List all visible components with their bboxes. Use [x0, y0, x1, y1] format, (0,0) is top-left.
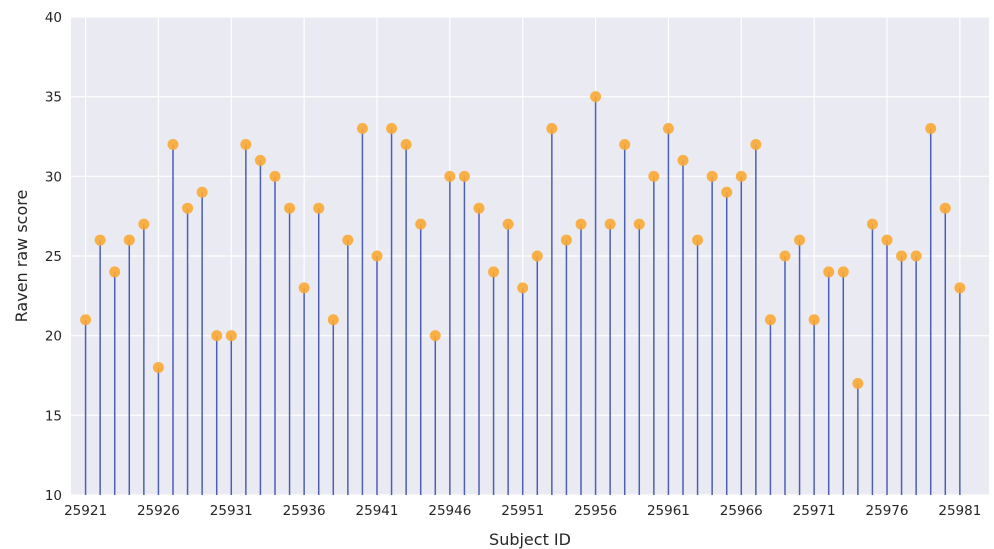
data-point [182, 202, 194, 214]
data-point [721, 186, 733, 198]
x-axis-label: Subject ID [489, 530, 571, 549]
data-point [94, 234, 106, 246]
data-point [677, 154, 689, 166]
data-point [123, 234, 135, 246]
data-point [852, 377, 864, 389]
data-point [400, 138, 412, 150]
data-point [881, 234, 893, 246]
data-point [939, 202, 951, 214]
y-axis-ticks: 10 15 20 25 30 35 40 [45, 10, 62, 504]
data-point [167, 138, 179, 150]
x-tick-label: 25941 [356, 503, 399, 519]
data-point [648, 170, 660, 182]
data-point [371, 250, 383, 262]
data-point [764, 314, 776, 326]
data-point [954, 282, 966, 294]
data-point [896, 250, 908, 262]
markers [80, 91, 966, 389]
y-tick-label: 30 [45, 169, 62, 185]
data-point [546, 123, 558, 135]
data-point [269, 170, 281, 182]
data-point [823, 266, 835, 278]
data-point [152, 362, 164, 374]
y-tick-label: 10 [45, 488, 62, 504]
x-tick-label: 25961 [647, 503, 690, 519]
data-point [590, 91, 602, 103]
data-point [109, 266, 121, 278]
x-tick-label: 25931 [210, 503, 253, 519]
data-point [619, 138, 631, 150]
y-tick-label: 15 [45, 408, 62, 424]
data-point [298, 282, 310, 294]
data-point [560, 234, 572, 246]
x-tick-label: 25936 [283, 503, 326, 519]
data-point [429, 330, 441, 342]
data-point [575, 218, 587, 230]
data-point [808, 314, 820, 326]
data-point [444, 170, 456, 182]
y-tick-label: 35 [45, 90, 62, 106]
data-point [837, 266, 849, 278]
y-tick-label: 20 [45, 329, 62, 345]
data-point [910, 250, 922, 262]
x-tick-label: 25971 [793, 503, 836, 519]
data-point [662, 123, 674, 135]
data-point [633, 218, 645, 230]
x-tick-label: 25951 [501, 503, 544, 519]
data-point [386, 123, 398, 135]
y-tick-label: 40 [45, 10, 62, 26]
data-point [735, 170, 747, 182]
x-tick-label: 25956 [574, 503, 617, 519]
y-axis-label: Raven raw score [12, 190, 31, 323]
data-point [706, 170, 718, 182]
data-point [750, 138, 762, 150]
data-point [138, 218, 150, 230]
data-point [531, 250, 543, 262]
x-tick-label: 25926 [137, 503, 180, 519]
data-point [240, 138, 252, 150]
data-point [313, 202, 325, 214]
data-point [80, 314, 92, 326]
data-point [502, 218, 514, 230]
data-point [284, 202, 296, 214]
data-point [473, 202, 485, 214]
data-point [925, 123, 937, 135]
x-tick-label: 25966 [720, 503, 763, 519]
data-point [458, 170, 470, 182]
x-axis-ticks: 25921 25926 25931 25936 25941 25946 25951 25956… [64, 503, 981, 519]
data-point [692, 234, 704, 246]
data-point [356, 123, 368, 135]
data-point [488, 266, 500, 278]
x-tick-label: 25921 [64, 503, 107, 519]
x-tick-label: 25946 [428, 503, 471, 519]
data-point [327, 314, 339, 326]
x-tick-label: 25981 [938, 503, 981, 519]
data-point [415, 218, 427, 230]
data-point [794, 234, 806, 246]
data-point [254, 154, 266, 166]
data-point [866, 218, 878, 230]
data-point [211, 330, 223, 342]
y-tick-label: 25 [45, 249, 62, 265]
x-tick-label: 25976 [866, 503, 909, 519]
data-point [196, 186, 208, 198]
data-point [517, 282, 529, 294]
stems [84, 96, 961, 495]
data-point [225, 330, 237, 342]
data-point [604, 218, 616, 230]
data-point [779, 250, 791, 262]
data-point [342, 234, 354, 246]
